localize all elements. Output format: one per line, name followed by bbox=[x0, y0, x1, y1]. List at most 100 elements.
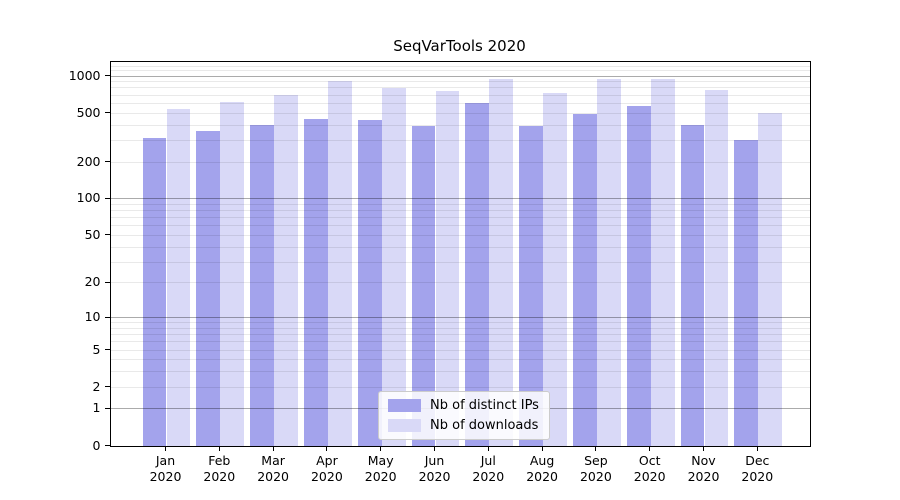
y-tick-mark-200 bbox=[105, 161, 110, 162]
gridline-50 bbox=[111, 234, 810, 236]
bar-downloads-feb bbox=[220, 102, 245, 446]
gridline-1200 bbox=[111, 65, 810, 67]
y-tick-label-1000: 1000 bbox=[68, 67, 101, 83]
y-tick-mark-50 bbox=[105, 234, 110, 236]
gridline-40 bbox=[111, 246, 810, 248]
bar-ips-dec bbox=[734, 140, 759, 446]
gridline-800 bbox=[111, 87, 810, 89]
legend-swatch-distinct-ips bbox=[388, 399, 421, 412]
bar-ips-jun bbox=[411, 126, 436, 446]
y-tick-mark-0 bbox=[105, 445, 110, 446]
gridline-2 bbox=[111, 386, 810, 388]
x-tick-label-jun: Jun 2020 bbox=[418, 452, 451, 484]
x-tick-label-jan: Jan 2020 bbox=[149, 452, 182, 484]
y-tick-label-5: 5 bbox=[92, 341, 101, 357]
y-tick-label-100: 100 bbox=[76, 190, 101, 206]
y-tick-label-10: 10 bbox=[84, 309, 101, 325]
legend: Nb of distinct IPs Nb of downloads bbox=[378, 391, 550, 440]
x-tick-label-dec: Dec 2020 bbox=[741, 452, 774, 484]
gridline-1100 bbox=[111, 70, 810, 72]
x-tick-mark-sep bbox=[595, 446, 597, 451]
bar-ips-oct bbox=[626, 106, 651, 446]
bar-downloads-jun bbox=[435, 91, 460, 446]
y-tick-mark-100 bbox=[105, 197, 110, 199]
x-tick-label-mar: Mar 2020 bbox=[257, 452, 289, 484]
legend-swatch-downloads bbox=[388, 419, 421, 432]
bar-downloads-apr bbox=[328, 81, 352, 446]
gridline-9 bbox=[111, 322, 810, 324]
y-tick-label-0: 0 bbox=[92, 437, 101, 453]
y-tick-mark-500 bbox=[105, 112, 110, 114]
y-tick-label-20: 20 bbox=[84, 274, 101, 290]
gridline-4 bbox=[111, 359, 810, 361]
bar-ips-feb bbox=[196, 131, 221, 446]
bar-downloads-oct bbox=[650, 78, 675, 446]
y-tick-label-2: 2 bbox=[92, 378, 101, 394]
gridline-8 bbox=[111, 327, 810, 329]
gridline-700 bbox=[111, 94, 810, 96]
bar-ips-aug bbox=[519, 126, 543, 446]
gridline-80 bbox=[111, 210, 810, 212]
x-tick-label-feb: Feb 2020 bbox=[203, 452, 236, 484]
y-tick-mark-2 bbox=[105, 386, 110, 388]
y-tick-label-500: 500 bbox=[76, 104, 101, 120]
bar-ips-may bbox=[357, 119, 382, 446]
gridline-1000 bbox=[111, 75, 810, 77]
bar-ips-jan bbox=[142, 137, 167, 446]
legend-label-distinct-ips: Nb of distinct IPs bbox=[430, 398, 539, 413]
bar-downloads-aug bbox=[543, 93, 567, 446]
bar-downloads-sep bbox=[597, 78, 621, 446]
x-tick-mark-aug bbox=[541, 446, 543, 451]
gridline-10 bbox=[111, 317, 810, 319]
bar-downloads-may bbox=[381, 87, 406, 446]
gridline-300 bbox=[111, 139, 810, 141]
y-tick-label-1: 1 bbox=[92, 400, 101, 416]
x-tick-mark-oct bbox=[649, 446, 651, 451]
gridline-7 bbox=[111, 334, 810, 336]
x-tick-mark-jun bbox=[434, 446, 435, 451]
x-tick-label-aug: Aug 2020 bbox=[526, 452, 558, 484]
x-tick-label-jul: Jul 2020 bbox=[472, 452, 505, 484]
y-tick-mark-20 bbox=[105, 281, 110, 283]
bar-ips-nov bbox=[680, 125, 705, 446]
y-tick-label-200: 200 bbox=[76, 153, 101, 169]
gridline-3 bbox=[111, 371, 810, 373]
x-tick-label-apr: Apr 2020 bbox=[310, 452, 343, 484]
bar-downloads-dec bbox=[758, 112, 783, 446]
x-tick-mark-feb bbox=[218, 446, 220, 451]
y-tick-mark-1000 bbox=[105, 75, 110, 77]
bar-downloads-jan bbox=[166, 108, 191, 446]
bar-ips-mar bbox=[250, 125, 274, 446]
gridline-90 bbox=[111, 203, 810, 205]
legend-item-downloads: Nb of downloads bbox=[388, 418, 539, 433]
y-tick-label-50: 50 bbox=[84, 226, 101, 242]
gridline-400 bbox=[111, 124, 810, 126]
grid-layer bbox=[111, 62, 810, 446]
plot-area: Nb of distinct IPs Nb of downloads bbox=[110, 61, 811, 447]
x-tick-mark-nov bbox=[703, 446, 704, 451]
gridline-30 bbox=[111, 261, 810, 263]
bar-downloads-mar bbox=[274, 95, 298, 446]
gridline-70 bbox=[111, 217, 810, 219]
bar-downloads-nov bbox=[704, 90, 729, 446]
x-tick-mark-jan bbox=[165, 446, 166, 451]
gridline-100 bbox=[111, 198, 810, 200]
legend-label-downloads: Nb of downloads bbox=[430, 418, 539, 433]
x-tick-mark-may bbox=[380, 446, 382, 451]
legend-item-distinct-ips: Nb of distinct IPs bbox=[388, 398, 539, 413]
y-tick-mark-1 bbox=[105, 407, 110, 409]
x-tick-label-may: May 2020 bbox=[364, 452, 397, 484]
gridline-200 bbox=[111, 161, 810, 163]
y-tick-mark-5 bbox=[105, 349, 110, 351]
gridline-600 bbox=[111, 102, 810, 104]
gridline-900 bbox=[111, 81, 810, 83]
bar-downloads-jul bbox=[489, 78, 514, 446]
gridline-60 bbox=[111, 225, 810, 227]
x-tick-mark-dec bbox=[756, 446, 758, 451]
y-tick-mark-10 bbox=[105, 316, 110, 318]
gridline-5 bbox=[111, 349, 810, 351]
x-tick-label-oct: Oct 2020 bbox=[633, 452, 666, 484]
bars-layer bbox=[111, 62, 810, 446]
bar-ips-jul bbox=[465, 102, 490, 446]
